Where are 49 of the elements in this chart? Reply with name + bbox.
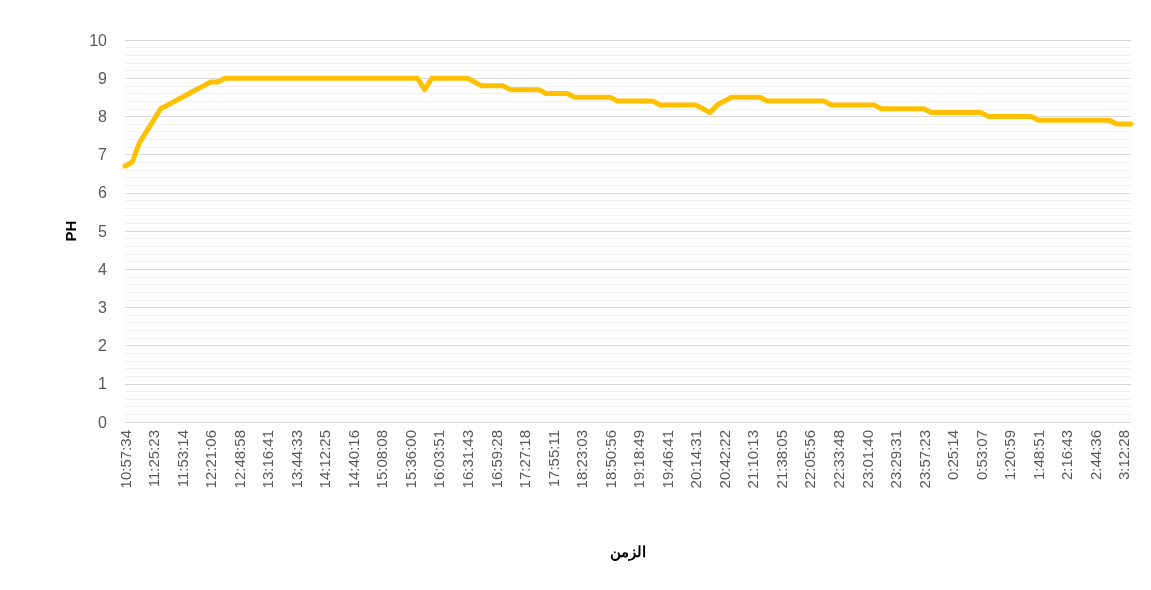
y-tick-label: 10 — [89, 31, 108, 49]
x-tick-label: 17:27:18 — [516, 430, 534, 489]
x-tick-label: 15:08:08 — [373, 430, 391, 489]
y-tick-label: 3 — [98, 298, 108, 316]
y-axis-title: PH — [62, 220, 80, 242]
y-tick-label: 6 — [98, 184, 108, 202]
x-tick-label: 23:01:40 — [858, 430, 876, 489]
x-tick-label: 13:44:33 — [287, 430, 305, 489]
x-tick-label: 23:57:23 — [915, 430, 933, 489]
x-tick-label: 13:16:41 — [259, 430, 277, 489]
x-tick-label: 22:33:48 — [829, 430, 847, 489]
x-tick-label: 21:10:13 — [744, 430, 762, 489]
y-tick-label: 7 — [98, 146, 108, 164]
x-tick-label: 3:12:28 — [1115, 430, 1133, 481]
x-tick-label: 1:20:59 — [1001, 430, 1019, 481]
x-tick-label: 12:21:06 — [202, 430, 220, 489]
x-tick-label: 16:31:43 — [458, 430, 476, 489]
x-tick-label: 20:42:22 — [715, 430, 733, 489]
x-tick-label: 21:38:05 — [772, 430, 790, 489]
x-tick-label: 16:03:51 — [430, 430, 448, 489]
x-tick-label: 19:18:49 — [630, 430, 648, 489]
x-tick-label: 23:29:31 — [887, 430, 905, 489]
x-axis-title: الزمن — [610, 543, 646, 561]
x-tick-label: 16:59:28 — [487, 430, 505, 489]
x-tick-label: 15:36:00 — [401, 430, 419, 489]
x-tick-label: 17:55:11 — [544, 430, 562, 488]
y-tick-label: 2 — [98, 337, 108, 355]
x-tick-label: 10:57:34 — [116, 430, 134, 489]
y-tick-label: 1 — [98, 375, 108, 393]
x-tick-label: 14:12:25 — [316, 430, 334, 489]
x-tick-label: 2:44:36 — [1086, 430, 1104, 481]
x-tick-label: 11:25:23 — [145, 430, 163, 488]
y-tick-label: 8 — [98, 107, 108, 125]
x-tick-label: 19:46:41 — [658, 430, 676, 489]
y-tick-label: 5 — [98, 222, 108, 240]
x-tick-label: 18:50:56 — [601, 430, 619, 489]
x-tick-label: 0:53:07 — [972, 430, 990, 481]
x-tick-label: 0:25:14 — [944, 430, 962, 481]
y-tick-label: 9 — [98, 69, 108, 87]
x-tick-label: 2:16:43 — [1058, 430, 1076, 481]
x-tick-label: 12:48:58 — [230, 430, 248, 489]
x-tick-label: 1:48:51 — [1029, 430, 1047, 481]
x-tick-label: 20:14:31 — [687, 430, 705, 489]
x-tick-label: 11:53:14 — [173, 430, 191, 488]
x-tick-label: 22:05:56 — [801, 430, 819, 489]
x-tick-label: 18:23:03 — [573, 430, 591, 489]
x-tick-label: 14:40:16 — [344, 430, 362, 489]
y-tick-label: 4 — [98, 260, 108, 278]
y-tick-label: 0 — [98, 413, 108, 431]
